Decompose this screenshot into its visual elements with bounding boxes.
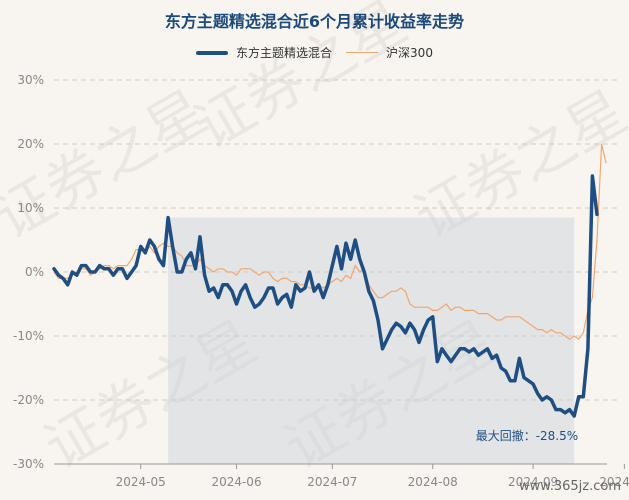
y-tick-label: 20% bbox=[17, 137, 44, 151]
legend-item-index: 沪深300 bbox=[346, 44, 433, 61]
legend-swatch-fund bbox=[196, 50, 229, 55]
x-tick-label: 2024-07 bbox=[307, 475, 357, 489]
y-tick-label: -20% bbox=[13, 393, 44, 407]
max-drawdown-shade bbox=[168, 217, 575, 464]
grid-lines bbox=[54, 79, 617, 401]
series-line-fund bbox=[52, 174, 599, 418]
legend-item-fund: 东方主题精选混合 bbox=[196, 44, 332, 61]
x-tick-label: 2024-08 bbox=[408, 475, 458, 489]
y-tick-label: -30% bbox=[13, 457, 44, 471]
x-tick-label: 2024-09 bbox=[508, 475, 558, 489]
max-drawdown-label: 最大回撤：-28.5% bbox=[476, 428, 578, 443]
y-tick-label: -10% bbox=[13, 329, 44, 343]
legend-label-fund: 东方主题精选混合 bbox=[236, 46, 333, 60]
x-tick-label: 2024-06 bbox=[211, 475, 261, 489]
legend-label-index: 沪深300 bbox=[386, 46, 433, 60]
site-watermark: www.365jz.com bbox=[519, 479, 621, 494]
x-axis: 2024-05 2024-06 2024-07 2024-08 2024-09 2024-… bbox=[54, 463, 629, 489]
legend: 东方主题精选混合 沪深300 bbox=[0, 44, 629, 61]
x-tick-label: 2024-05 bbox=[116, 475, 166, 489]
y-tick-label: 10% bbox=[17, 201, 44, 215]
legend-swatch-index bbox=[346, 51, 379, 54]
y-axis-labels: 30% 20% 10% 0% -10% -20% -30% bbox=[13, 73, 44, 471]
x-tick-label: 2024-10 bbox=[599, 475, 629, 489]
y-tick-label: 30% bbox=[17, 73, 44, 87]
watermark-text-1: 证券之星 bbox=[183, 0, 418, 162]
chart-title: 东方主题精选混合近6个月累计收益率走势 bbox=[164, 12, 465, 31]
y-tick-label: 0% bbox=[25, 265, 44, 279]
